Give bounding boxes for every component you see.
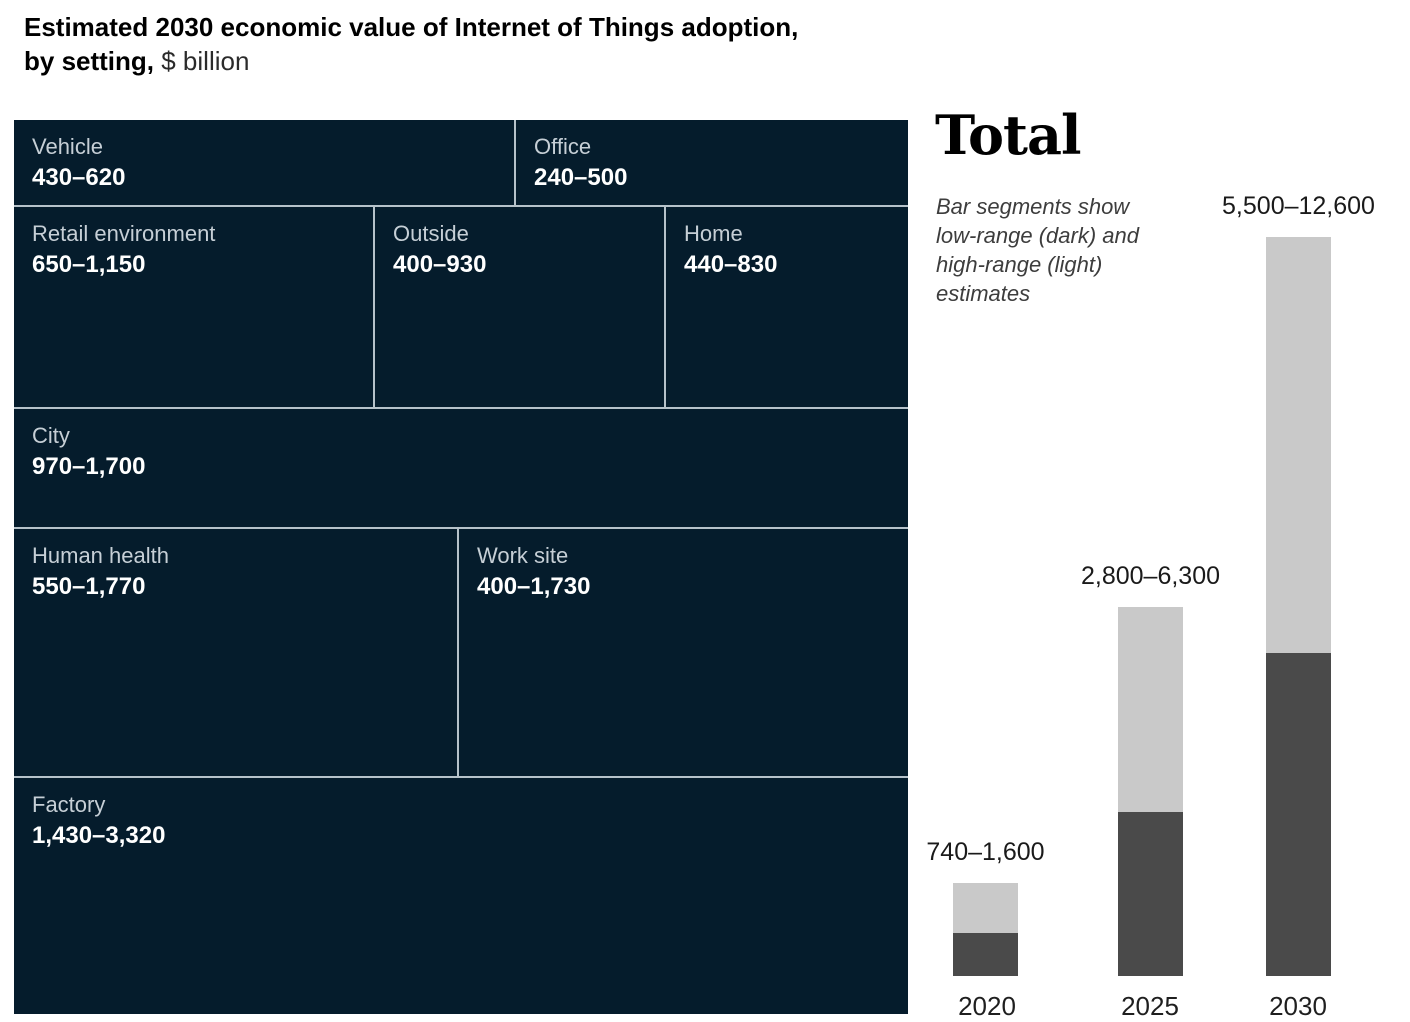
cell-value: 430–620 [32,164,126,191]
cell-label: Vehicle [32,134,103,159]
treemap-row-4: Human health 550–1,770 Work site 400–1,7… [14,529,908,776]
cell-label: Home [684,221,743,246]
cell-label: Work site [477,543,569,568]
cell-label: Human health [32,543,169,568]
bar-value-label: 740–1,600 [926,838,1045,866]
total-heading: Total [935,103,1081,167]
cell-label: City [32,423,70,448]
bar-2020: 740–1,600 [926,838,1045,976]
x-axis-label-2025: 2025 [1121,991,1179,1021]
legend-line: high-range (light) [936,252,1103,277]
cell-label: Retail environment [32,221,216,246]
cell-value: 440–830 [684,251,778,278]
treemap-cell-city: City 970–1,700 [14,409,908,527]
cell-value: 240–500 [534,164,628,191]
title-line1: Estimated 2030 economic value of Interne… [24,12,799,42]
bar-segment-low-range [953,933,1018,976]
cell-value: 650–1,150 [32,251,146,278]
x-axis-label-2030: 2030 [1269,991,1327,1021]
legend-line: low-range (dark) and [936,223,1139,248]
cell-value: 400–930 [393,251,487,278]
x-axis-label-2020: 2020 [958,991,1016,1021]
treemap-cell-retail-environment: Retail environment 650–1,150 [14,207,373,407]
bar-segment-high-range [1266,237,1331,653]
settings-treemap: Vehicle 430–620 Office 240–500 Retail en… [14,120,908,1014]
treemap-row-5: Factory 1,430–3,320 [14,778,908,1014]
treemap-cell-vehicle: Vehicle 430–620 [14,120,514,205]
cell-value: 550–1,770 [32,573,146,600]
cell-label: Outside [393,221,469,246]
legend-line: estimates [936,281,1031,306]
bar-legend-note: Bar segments show low-range (dark) and h… [936,192,1139,308]
bar-segment-low-range [1118,812,1183,976]
treemap-cell-home: Home 440–830 [666,207,908,407]
cell-value: 1,430–3,320 [32,822,166,849]
cell-value: 970–1,700 [32,453,146,480]
cell-value: 400–1,730 [477,573,591,600]
bar-2030: 5,500–12,600 [1222,192,1375,976]
page-title: Estimated 2030 economic value of Interne… [24,10,798,78]
bar-value-label: 5,500–12,600 [1222,192,1375,220]
cell-label: Office [534,134,592,159]
treemap-cell-outside: Outside 400–930 [375,207,664,407]
bar-2025: 2,800–6,300 [1081,562,1220,976]
treemap-row-1: Vehicle 430–620 Office 240–500 [14,120,908,205]
bar-segment-low-range [1266,653,1331,976]
treemap-cell-office: Office 240–500 [516,120,908,205]
title-unit: $ billion [161,46,250,76]
bar-segment-high-range [1118,607,1183,812]
treemap-cell-human-health: Human health 550–1,770 [14,529,457,776]
treemap-cell-factory: Factory 1,430–3,320 [14,778,908,1014]
bar-value-label: 2,800–6,300 [1080,562,1221,590]
treemap-cell-work-site: Work site 400–1,730 [459,529,908,776]
legend-line: Bar segments show [936,194,1130,219]
treemap-row-2: Retail environment 650–1,150 Outside 400… [14,207,908,407]
cell-label: Factory [32,792,106,817]
title-line2-bold: by setting, [24,46,155,76]
treemap-row-3: City 970–1,700 [14,409,908,527]
bar-segment-high-range [953,883,1018,933]
